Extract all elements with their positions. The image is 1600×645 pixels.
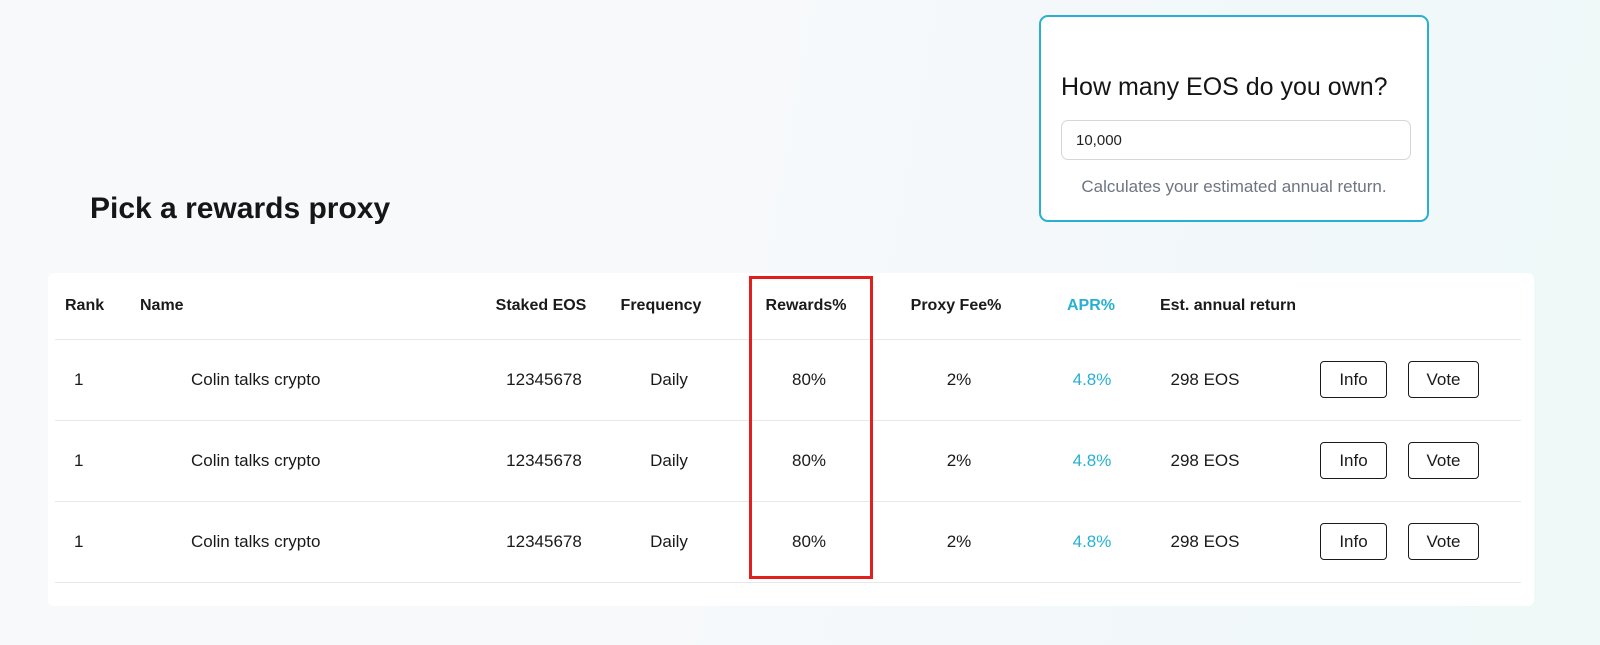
cell-rank: 1 (74, 532, 84, 551)
header-rank: Rank (65, 297, 105, 314)
header-apr: APR% (1066, 297, 1116, 314)
cell-frequency: Daily (650, 451, 688, 470)
cell-apr: 4.8% (1072, 451, 1112, 470)
cell-est-annual-return: 298 EOS (1170, 532, 1240, 551)
cell-est-annual-return: 298 EOS (1170, 370, 1240, 389)
row-divider (55, 339, 1521, 340)
calculator-title: How many EOS do you own? (1061, 73, 1388, 101)
eos-calculator-card: How many EOS do you own? Calculates your… (1039, 15, 1429, 222)
vote-button[interactable]: Vote (1408, 361, 1479, 398)
cell-proxy-name: Colin talks crypto (191, 451, 321, 470)
info-button[interactable]: Info (1320, 442, 1387, 479)
vote-button[interactable]: Vote (1408, 523, 1479, 560)
cell-proxy-fee: 2% (946, 532, 972, 551)
table-row: 1 Colin talks crypto 12345678 Daily 80% … (48, 340, 1534, 420)
row-divider (55, 582, 1521, 583)
header-est-annual-return: Est. annual return (1159, 297, 1297, 314)
cell-staked-eos: 12345678 (506, 451, 582, 470)
table-row: 1 Colin talks crypto 12345678 Daily 80% … (48, 502, 1534, 582)
info-button[interactable]: Info (1320, 361, 1387, 398)
header-frequency: Frequency (620, 297, 702, 314)
cell-est-annual-return: 298 EOS (1170, 451, 1240, 470)
cell-proxy-fee: 2% (946, 451, 972, 470)
header-proxy-fee: Proxy Fee% (910, 297, 1002, 314)
row-divider (55, 501, 1521, 502)
cell-rank: 1 (74, 370, 84, 389)
info-button[interactable]: Info (1320, 523, 1387, 560)
cell-rank: 1 (74, 451, 84, 470)
cell-frequency: Daily (650, 532, 688, 551)
eos-amount-input[interactable] (1061, 120, 1411, 160)
cell-apr: 4.8% (1072, 370, 1112, 389)
cell-staked-eos: 12345678 (506, 532, 582, 551)
table-row: 1 Colin talks crypto 12345678 Daily 80% … (48, 421, 1534, 501)
cell-frequency: Daily (650, 370, 688, 389)
cell-apr: 4.8% (1072, 532, 1112, 551)
cell-proxy-name: Colin talks crypto (191, 370, 321, 389)
cell-proxy-name: Colin talks crypto (191, 532, 321, 551)
calculator-hint: Calculates your estimated annual return. (1081, 177, 1387, 196)
header-staked-eos: Staked EOS (495, 297, 587, 314)
cell-rewards: 80% (791, 451, 827, 470)
vote-button[interactable]: Vote (1408, 442, 1479, 479)
row-divider (55, 420, 1521, 421)
cell-rewards: 80% (791, 370, 827, 389)
header-name: Name (140, 297, 184, 314)
page-title: Pick a rewards proxy (90, 192, 391, 225)
cell-proxy-fee: 2% (946, 370, 972, 389)
proxy-table: Rank Name Staked EOS Frequency Rewards% … (48, 273, 1534, 606)
cell-rewards: 80% (791, 532, 827, 551)
header-rewards: Rewards% (765, 297, 847, 314)
cell-staked-eos: 12345678 (506, 370, 582, 389)
